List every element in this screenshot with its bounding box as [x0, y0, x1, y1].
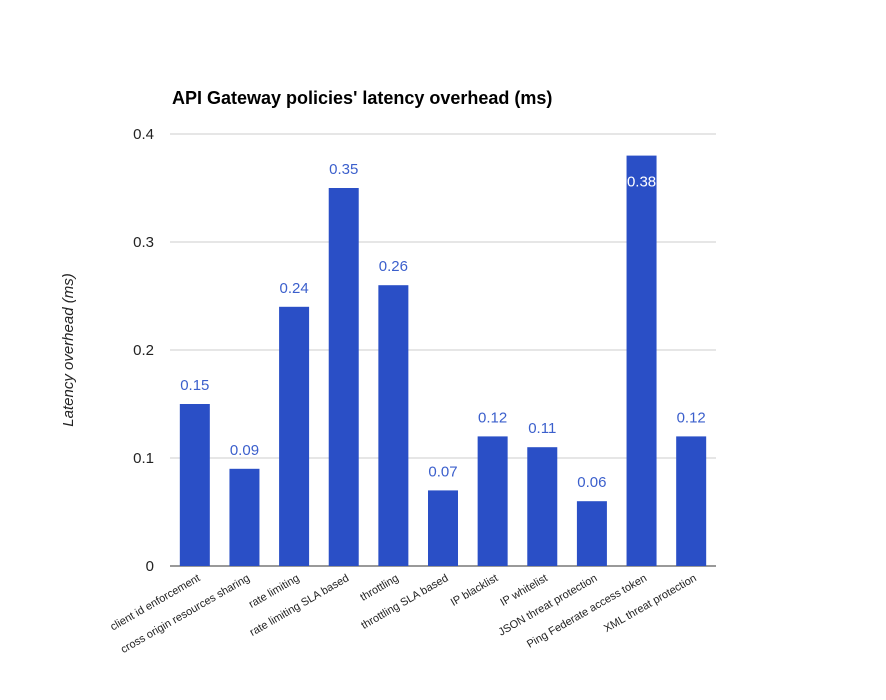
chart-title: API Gateway policies' latency overhead (… — [172, 88, 552, 108]
gridlines — [170, 133, 716, 567]
bar — [428, 490, 458, 566]
data-label: 0.06 — [577, 474, 606, 491]
data-label: 0.24 — [279, 280, 308, 297]
x-tick-label: IP blacklist — [449, 572, 500, 609]
bar — [328, 188, 359, 566]
y-tick-label: 0.1 — [133, 450, 154, 467]
data-label: 0.15 — [180, 377, 209, 394]
bar — [179, 404, 210, 566]
y-axis-ticks: 0 0.1 0.2 0.3 0.4 — [133, 126, 154, 575]
data-label: 0.12 — [478, 409, 507, 426]
bar — [527, 447, 558, 566]
data-label: 0.35 — [329, 161, 358, 178]
data-label: 0.26 — [379, 258, 408, 275]
y-tick-label: 0 — [146, 558, 154, 575]
bar — [676, 436, 707, 566]
data-label: 0.11 — [528, 420, 556, 437]
bar — [576, 501, 607, 566]
bars — [179, 155, 707, 566]
y-tick-label: 0.4 — [133, 126, 154, 143]
bar — [477, 436, 508, 566]
bar — [378, 285, 409, 566]
y-axis-label: Latency overhead (ms) — [60, 273, 77, 426]
data-label: 0.07 — [428, 463, 457, 480]
data-label: 0.38 — [627, 174, 656, 191]
x-tick-label: throttling — [358, 572, 401, 603]
bar — [626, 155, 657, 566]
data-labels: 0.15 0.09 0.24 0.35 0.26 0.07 0.12 0.11 0.06 0.38… — [180, 161, 706, 491]
bar — [229, 468, 260, 566]
x-tick-label: XML threat protection — [602, 572, 699, 635]
x-tick-label: throttling SLA based — [359, 572, 450, 632]
y-tick-label: 0.2 — [133, 342, 154, 359]
y-tick-label: 0.3 — [133, 234, 154, 251]
data-label: 0.12 — [677, 409, 706, 426]
bar — [279, 306, 310, 566]
data-label: 0.09 — [230, 442, 259, 459]
